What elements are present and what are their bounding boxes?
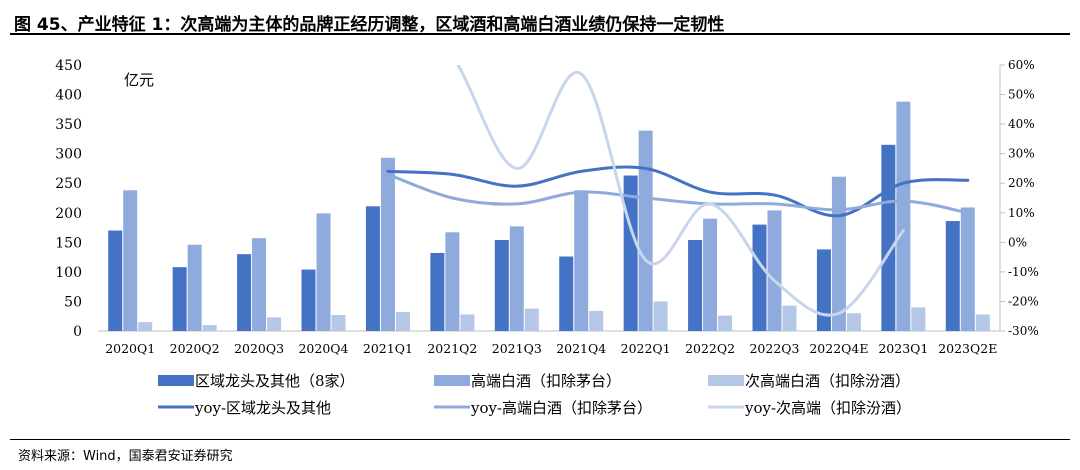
bar [172,267,187,331]
bar [718,315,733,331]
x-tick-label: 2020Q1 [105,341,155,356]
bar [445,232,460,331]
bar [752,224,767,331]
legend-label: 高端白酒（扣除茅台） [471,372,621,390]
chart-legend: 区域龙头及其他（8家） 高端白酒（扣除茅台） 次高端白酒（扣除汾酒） yoy-区域龙头… [158,372,911,417]
bar [237,254,252,331]
y-right-tick-label: -20% [1008,294,1039,308]
x-tick-label: 2023Q1 [878,341,928,356]
bar [395,312,410,331]
y-right-tick-label: -10% [1008,265,1039,279]
bar [460,314,475,331]
bar [767,210,782,331]
y-left-tick-label: 400 [55,88,82,104]
series-line [386,165,970,218]
bar [267,317,282,331]
bar [252,238,267,331]
bar [380,157,395,331]
bar [559,256,574,331]
y-right-tick-label: 50% [1008,88,1035,102]
x-tick-label: 2023Q2E [938,341,997,356]
y-right-tick-label: 40% [1008,117,1035,131]
bar [782,305,797,331]
y-left-tick-label: 350 [55,117,82,133]
source-rule [10,439,1070,440]
legend-swatch [158,375,194,386]
bar [316,213,331,331]
x-tick-label: 2021Q2 [427,341,477,356]
y-left-tick-label: 250 [55,176,82,192]
x-tick-label: 2021Q3 [492,341,542,356]
figure-header: 图 45、产业特征 1：次高端为主体的品牌正经历调整，区域酒和高端白酒业绩仍保持… [10,6,1070,35]
y-left-tick-label: 300 [55,147,82,163]
bar [623,175,638,331]
bar [688,239,703,331]
bar [589,310,604,331]
y-right-tick-label: 10% [1008,206,1035,220]
bar [638,130,653,331]
bar [365,206,380,331]
bar [846,313,861,331]
bar [653,301,668,331]
chart-labels: 0 50 100 150 200 250 300 350 400 450 -30% -20% -10% 0… [55,58,1038,356]
series-line [386,172,970,215]
legend-label: yoy-区域龙头及其他 [194,399,331,417]
bar [960,207,975,331]
bar [108,230,123,331]
x-tick-label: 2020Q2 [170,341,220,356]
legend-swatch [434,375,470,386]
bar [138,322,153,331]
title-rule [10,33,1070,35]
bar [896,101,911,331]
series-line [456,65,905,317]
bar [187,244,202,331]
y-left-tick-label: 50 [64,294,82,310]
legend-label: 区域龙头及其他（8家） [195,372,355,390]
bar [574,190,589,331]
y-left-tick-label: 100 [55,265,82,281]
y-left-tick-label: 200 [55,206,82,222]
source-note: 资料来源：Wind，国泰君安证券研究 [18,449,233,464]
y-left-tick-label: 150 [55,235,82,251]
chart-bars [108,101,990,331]
bar [975,314,990,331]
y-left-tick-label: 450 [55,58,82,74]
bar [202,325,217,331]
chart: 0 50 100 150 200 250 300 350 400 450 -30% -20% -10% 0… [55,58,1038,417]
x-tick-label: 2022Q1 [621,341,671,356]
bar [945,221,960,331]
bar [816,249,831,331]
bar [703,218,718,331]
x-tick-label: 2022Q4E [809,341,868,356]
x-tick-label: 2020Q3 [234,341,284,356]
legend-swatch [708,375,744,386]
chart-lines [386,65,970,317]
bar [524,308,539,331]
y-right-tick-label: -30% [1008,324,1039,338]
bar [911,307,926,331]
unit-label: 亿元 [124,71,154,89]
legend-label: yoy-次高端（扣除汾酒） [744,399,911,417]
figure-title: 图 45、产业特征 1：次高端为主体的品牌正经历调整，区域酒和高端白酒业绩仍保持… [14,15,725,35]
bar [881,144,896,331]
x-tick-label: 2020Q4 [298,341,348,356]
bar [301,269,316,331]
y-right-tick-label: 60% [1008,58,1035,72]
x-tick-label: 2021Q4 [556,341,606,356]
y-right-tick-label: 0% [1008,235,1027,249]
legend-label: 次高端白酒（扣除汾酒） [745,372,910,390]
x-tick-label: 2021Q1 [363,341,413,356]
bar [509,226,524,331]
y-left-tick-label: 0 [73,324,82,340]
y-right-tick-label: 20% [1008,176,1035,190]
bar [331,315,346,331]
bar [494,239,509,331]
x-tick-label: 2022Q2 [685,341,735,356]
x-tick-label: 2022Q3 [749,341,799,356]
bar [831,176,846,331]
bar [123,190,138,331]
legend-label: yoy-高端白酒（扣除茅台） [470,399,652,417]
bar [430,252,445,331]
y-right-tick-label: 30% [1008,147,1035,161]
